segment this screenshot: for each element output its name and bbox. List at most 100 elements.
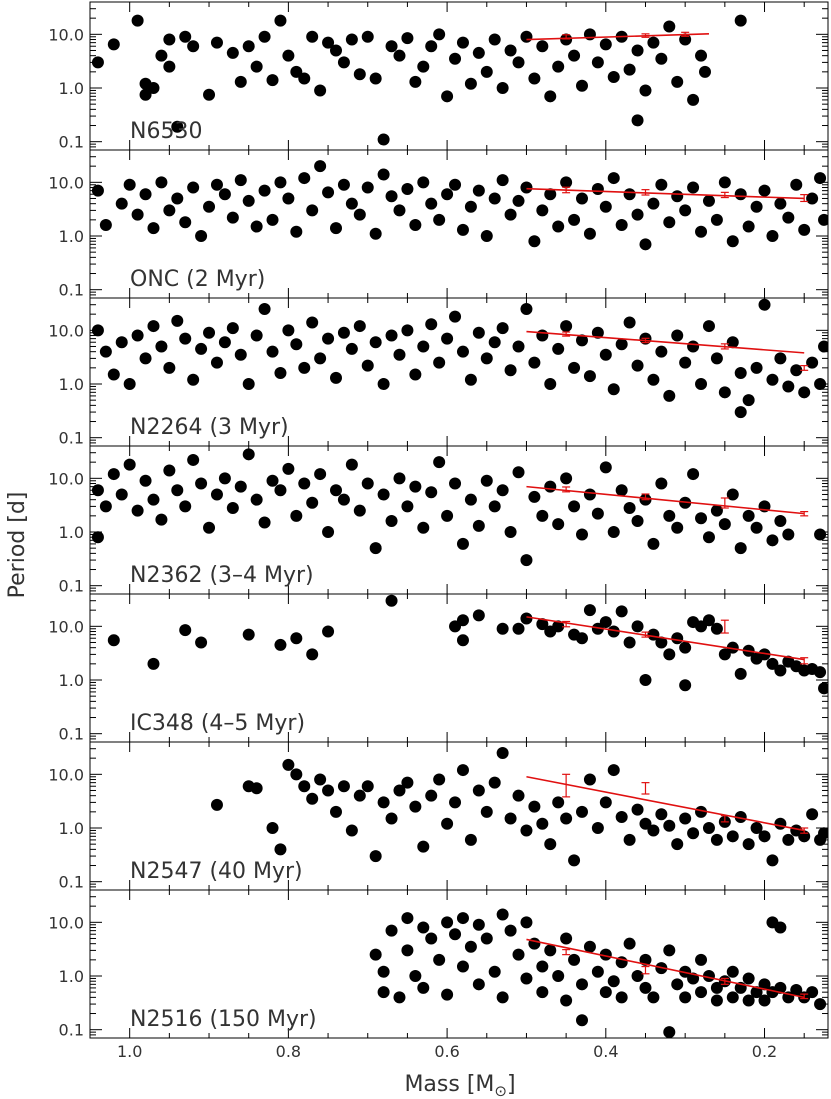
data-point	[218, 188, 231, 201]
data-point	[345, 197, 358, 210]
data-point	[282, 192, 295, 205]
y-tick-label: 0.1	[59, 577, 84, 596]
data-point	[750, 986, 763, 999]
data-point	[536, 986, 549, 999]
data-point	[163, 204, 176, 217]
data-point	[456, 345, 469, 358]
data-point	[623, 316, 636, 329]
data-point	[623, 188, 636, 201]
data-point	[742, 838, 755, 851]
data-point	[790, 178, 803, 191]
data-point	[449, 928, 462, 941]
data-point	[456, 537, 469, 550]
data-point	[599, 461, 612, 474]
data-point	[671, 521, 684, 534]
data-point	[449, 796, 462, 809]
data-point	[107, 368, 120, 381]
data-point	[322, 332, 335, 345]
data-point	[568, 500, 581, 513]
data-point	[512, 340, 525, 353]
data-point	[734, 542, 747, 555]
data-point	[266, 474, 279, 487]
data-point	[99, 219, 112, 232]
data-point	[91, 184, 104, 197]
data-point	[758, 184, 771, 197]
data-point	[99, 500, 112, 513]
data-point	[472, 46, 485, 59]
data-point	[306, 496, 319, 509]
panel-plot-area	[369, 908, 827, 1038]
panel-plot-area	[91, 160, 828, 251]
data-point	[480, 474, 493, 487]
data-point	[480, 805, 493, 818]
data-point	[250, 782, 263, 795]
data-point	[242, 628, 255, 641]
data-point	[480, 352, 493, 365]
data-point	[330, 371, 342, 384]
data-point	[726, 488, 739, 501]
data-point	[425, 932, 438, 945]
data-point	[306, 204, 319, 217]
data-point	[314, 468, 327, 481]
data-point	[512, 622, 525, 635]
x-tick-label: 1.0	[117, 1042, 142, 1061]
data-point	[560, 812, 573, 825]
data-point	[536, 509, 549, 522]
data-point	[655, 178, 668, 191]
data-point	[361, 359, 374, 372]
data-point	[726, 991, 739, 1004]
data-point	[663, 1026, 676, 1038]
panels-group: 0.1 1.0 10.0 N6530 0.1 1.0 10.0 ONC (2 Myr) 0.1 1…	[48, 1, 829, 1040]
data-point	[258, 184, 271, 197]
data-point	[623, 833, 636, 846]
data-point	[258, 516, 271, 529]
data-point	[456, 614, 469, 627]
y-tick-label: 0.1	[59, 1021, 84, 1040]
x-axis-label: Mass [M⊙]	[404, 1072, 515, 1099]
data-point	[512, 56, 525, 69]
data-point	[353, 208, 366, 221]
panel-2: 0.1 1.0 10.0 ONC (2 Myr)	[48, 149, 829, 300]
data-point	[91, 324, 104, 337]
y-tick-label: 1.0	[59, 819, 84, 838]
data-point	[274, 843, 287, 856]
data-point	[687, 468, 700, 481]
data-point	[623, 63, 636, 76]
data-point	[679, 812, 692, 825]
data-point	[496, 174, 509, 187]
data-point	[314, 84, 327, 97]
data-point	[353, 320, 366, 333]
data-point	[195, 230, 208, 243]
data-point	[695, 378, 708, 391]
data-point	[528, 490, 541, 503]
x-tick-label: 0.4	[593, 1042, 618, 1061]
data-point	[377, 168, 390, 181]
data-point	[171, 120, 184, 133]
y-tick-label: 10.0	[48, 469, 84, 488]
data-point	[464, 373, 477, 386]
data-point	[179, 216, 192, 229]
data-point	[599, 616, 612, 629]
data-point	[536, 618, 549, 631]
data-point	[345, 458, 358, 471]
data-point	[679, 991, 692, 1004]
y-tick-label: 0.1	[59, 133, 84, 152]
data-point	[282, 49, 295, 62]
data-point	[576, 334, 588, 347]
data-point	[655, 52, 668, 65]
data-point	[576, 192, 588, 205]
data-point	[544, 480, 557, 493]
data-point	[520, 972, 533, 985]
data-point	[647, 537, 660, 550]
data-point	[464, 833, 477, 846]
data-point	[710, 622, 723, 635]
data-point	[210, 36, 223, 49]
y-tick-label: 10.0	[48, 913, 84, 932]
data-point	[290, 65, 303, 78]
data-point	[504, 812, 517, 825]
data-point	[155, 49, 168, 62]
data-point	[639, 981, 652, 994]
data-point	[774, 664, 787, 677]
data-point	[504, 526, 517, 539]
